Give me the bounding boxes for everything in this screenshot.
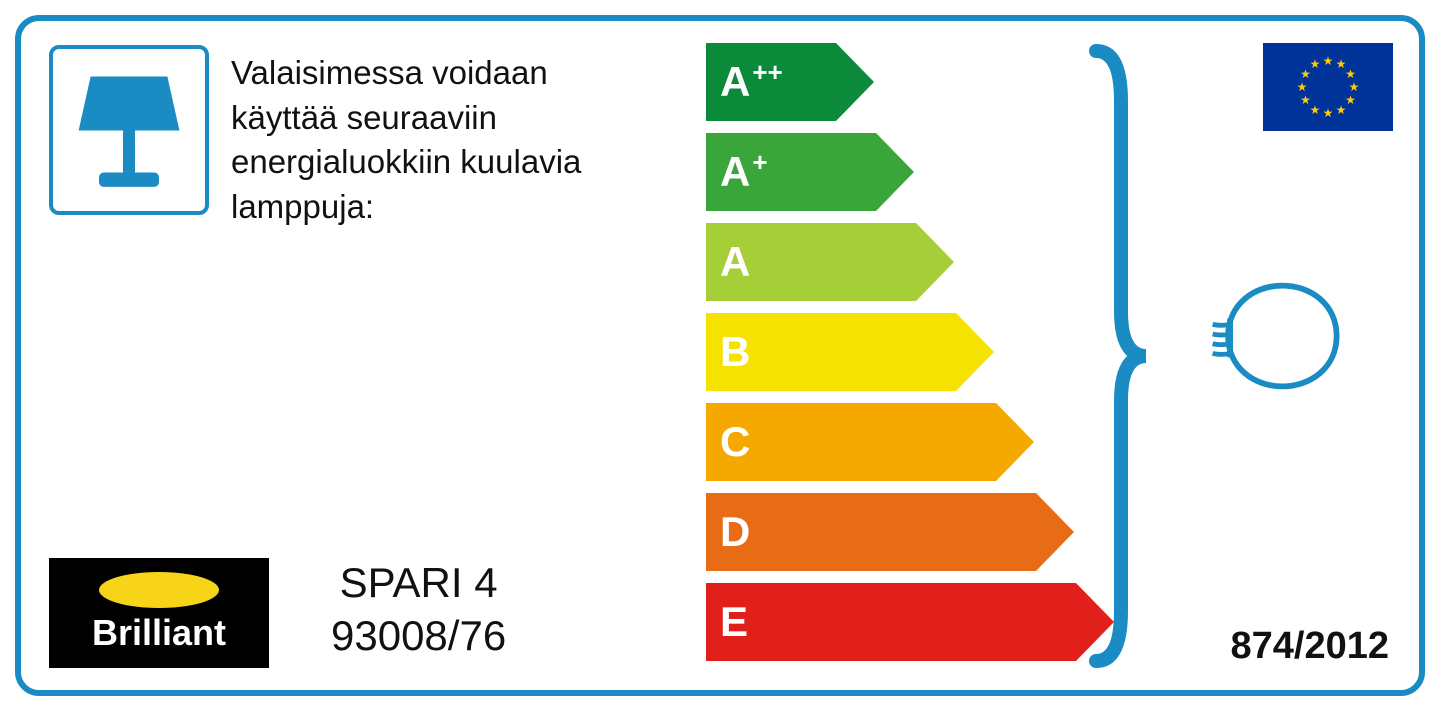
energy-class-row: A++ [706, 43, 874, 121]
brand-name: Brilliant [92, 612, 226, 654]
energy-class-label: B [720, 331, 750, 373]
energy-class-label: A+ [720, 151, 768, 193]
bulb-icon [1201, 276, 1356, 396]
energy-class-row: D [706, 493, 1074, 571]
energy-class-label: D [720, 511, 750, 553]
energy-class-row: A+ [706, 133, 914, 211]
description-text: Valaisimessa voidaan käyttää seuraaviin … [231, 51, 651, 229]
eu-flag-icon: ★★★★★★★★★★★★ [1263, 43, 1393, 131]
energy-class-row: E [706, 583, 1114, 661]
energy-class-label: C [720, 421, 750, 463]
lamp-icon-box [49, 45, 209, 215]
energy-arrow-tip [956, 313, 994, 391]
brand-logo: Brilliant [49, 558, 269, 668]
energy-arrow-tip [996, 403, 1034, 481]
energy-class-scale: A++ A+ A B C D E [706, 43, 1114, 661]
energy-class-row: B [706, 313, 994, 391]
product-name: SPARI 4 [331, 557, 506, 610]
brace-icon [1086, 41, 1156, 671]
energy-label-frame: Valaisimessa voidaan käyttää seuraaviin … [15, 15, 1425, 696]
energy-arrow-tip [916, 223, 954, 301]
energy-arrow-tip [1036, 493, 1074, 571]
energy-class-label: A++ [720, 61, 783, 103]
energy-arrow-body [706, 583, 1076, 661]
energy-class-label: E [720, 601, 748, 643]
energy-arrow-tip [876, 133, 914, 211]
regulation-number: 874/2012 [1231, 625, 1390, 668]
energy-class-row: A [706, 223, 954, 301]
brand-logo-ellipse [99, 572, 219, 608]
product-info: SPARI 4 93008/76 [331, 557, 506, 662]
energy-arrow-body [706, 493, 1036, 571]
table-lamp-icon [69, 63, 189, 198]
energy-class-row: C [706, 403, 1034, 481]
product-code: 93008/76 [331, 610, 506, 663]
energy-arrow-tip [836, 43, 874, 121]
energy-class-label: A [720, 241, 750, 283]
